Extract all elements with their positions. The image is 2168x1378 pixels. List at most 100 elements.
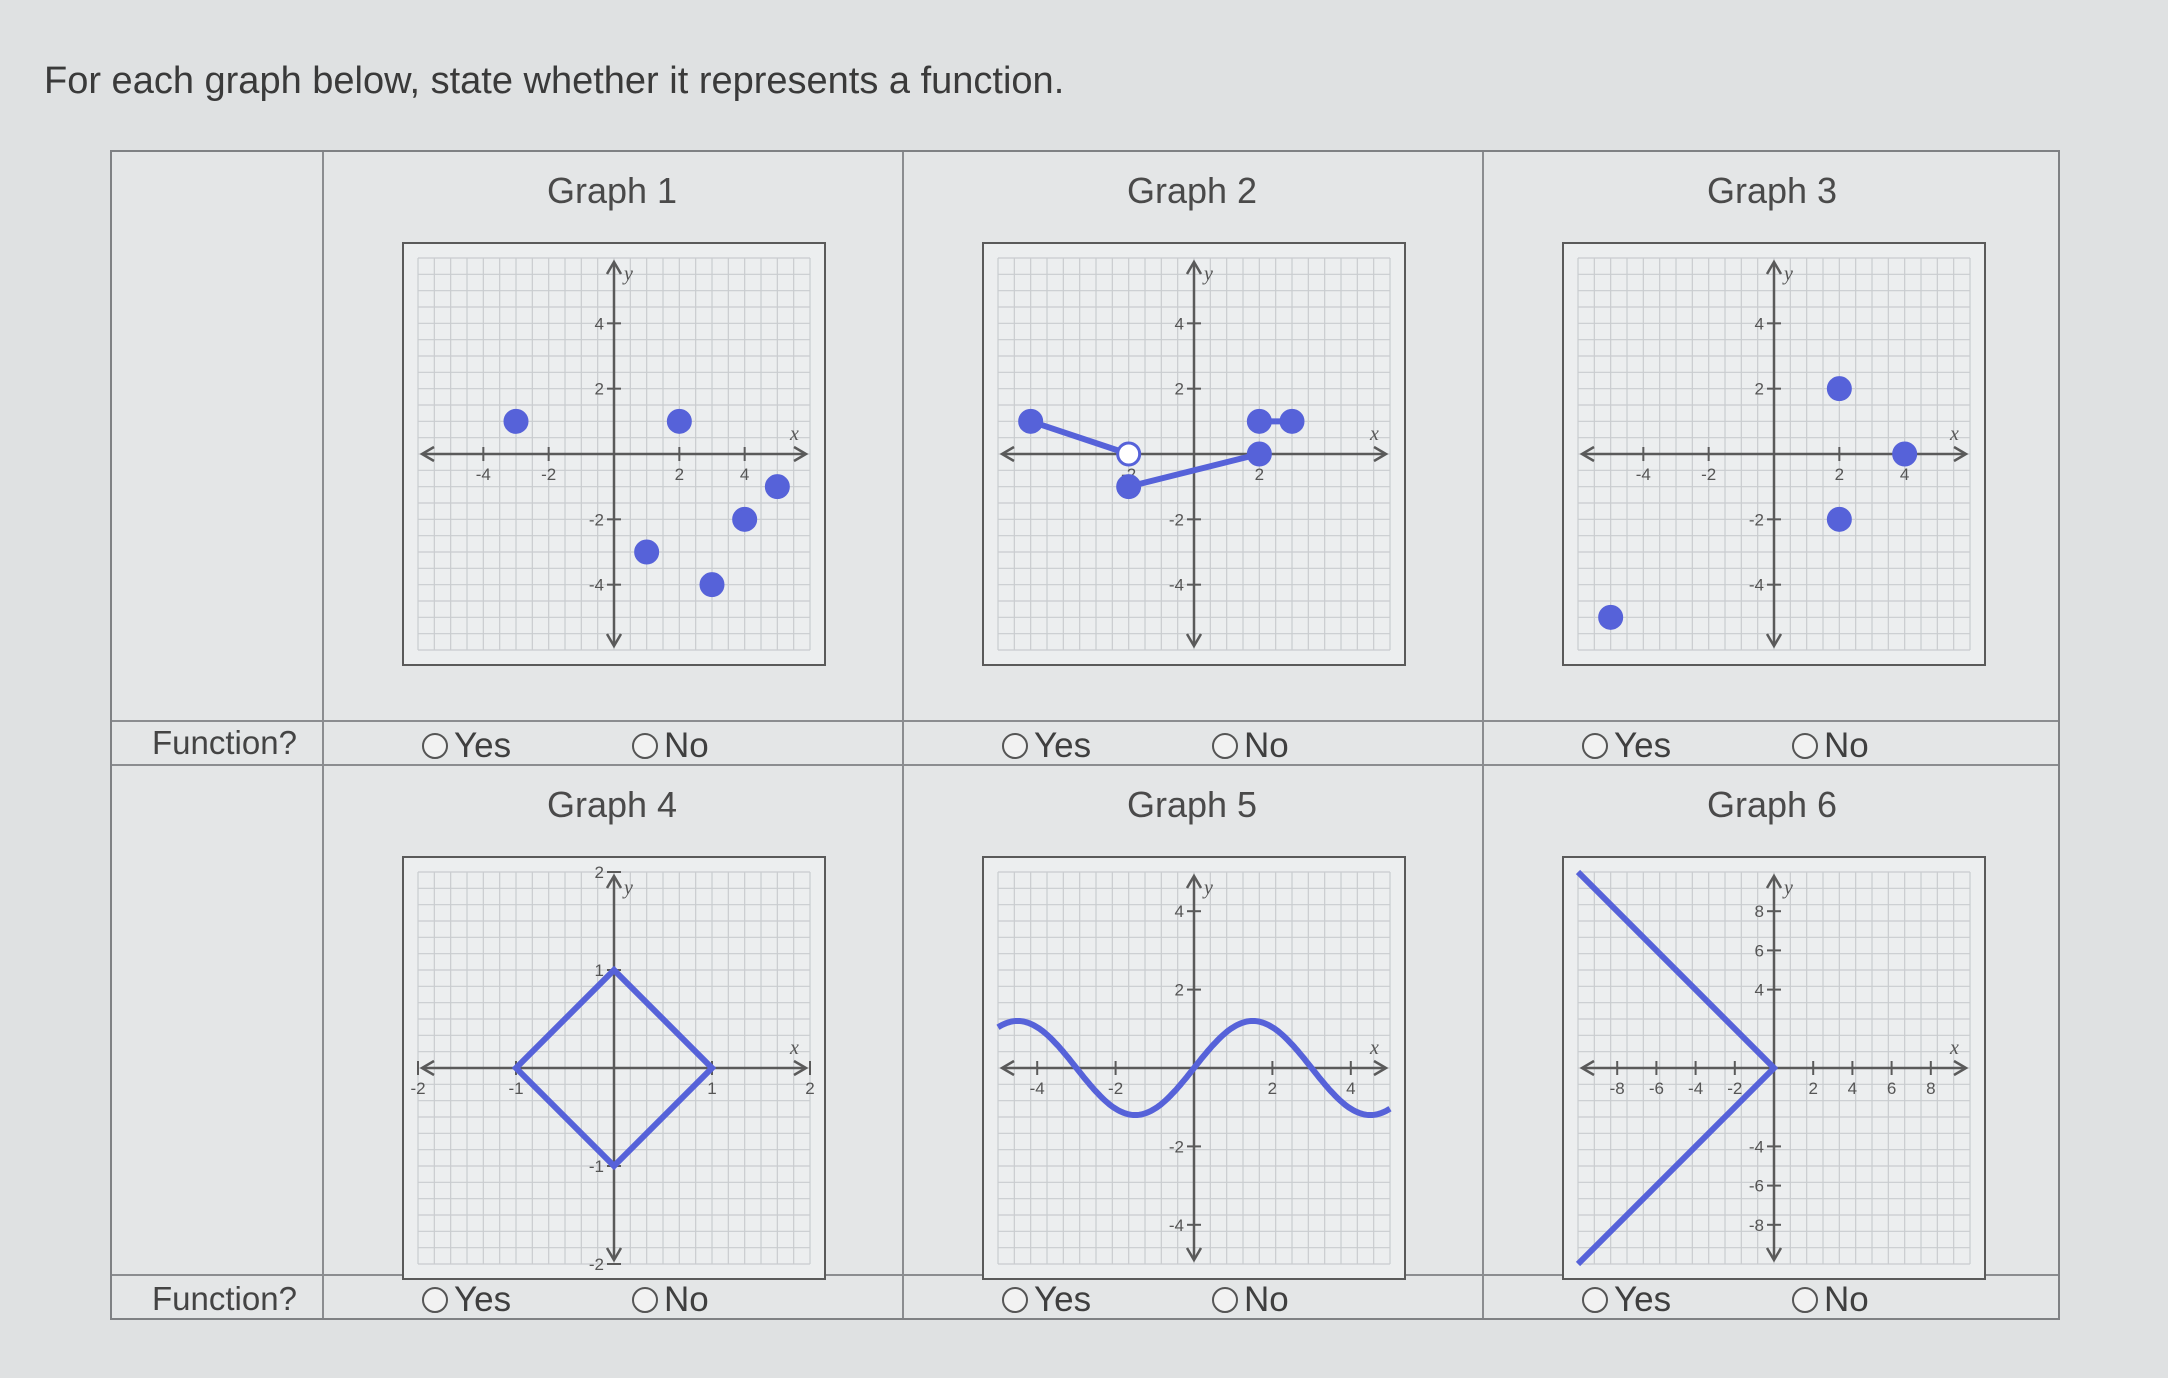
wave-curve [996, 1018, 1392, 1118]
data-point [1279, 408, 1305, 434]
choice-label: No [664, 1280, 709, 1319]
y-tick-label: -4 [1169, 576, 1184, 595]
choice-label: No [1244, 726, 1289, 765]
data-point [1598, 604, 1624, 630]
graph-6-no-option[interactable]: No [1792, 1280, 1869, 1320]
axis-arrow-icon [793, 1059, 809, 1077]
axis-arrow-icon [1953, 445, 1969, 463]
graph-5-svg: x y -4 -2 2 4 4 2 -2 -4 [996, 871, 1392, 1265]
radio-button-icon[interactable] [1212, 1287, 1238, 1313]
graph-2-svg: xy-2242-2-4 [997, 257, 1391, 651]
choice-label: Yes [454, 1280, 512, 1319]
y-axis-label: y [1202, 877, 1213, 899]
y-tick-label: -4 [1749, 1137, 1764, 1156]
axis-arrow-icon [419, 1059, 435, 1077]
graph-1-no-option[interactable]: No [632, 726, 709, 766]
choice-label: Yes [454, 726, 512, 765]
axis-arrow-icon [1765, 259, 1783, 275]
graph-2-title: Graph 2 [1126, 170, 1258, 211]
data-point [699, 572, 725, 598]
data-point [503, 408, 529, 434]
axis-arrow-icon [999, 445, 1015, 463]
x-tick-label: 4 [1346, 1079, 1355, 1098]
y-tick-label: -2 [589, 510, 604, 529]
graph-2-plot: xy-2242-2-4 [982, 242, 1406, 666]
axis-arrow-icon [1765, 633, 1783, 649]
data-point [1246, 441, 1272, 467]
y-tick-label: -2 [589, 1255, 604, 1274]
graph-6-title: Graph 6 [1706, 784, 1838, 825]
graph-segment [1127, 451, 1261, 490]
y-axis-label: y [1202, 263, 1213, 285]
radio-button-icon[interactable] [1002, 1287, 1028, 1313]
data-point [1246, 408, 1272, 434]
axis-arrow-icon [1185, 873, 1203, 889]
axis-arrow-icon [1953, 1059, 1969, 1077]
radio-button-icon[interactable] [632, 1287, 658, 1313]
choice-label: No [1824, 726, 1869, 765]
axis-arrow-icon [793, 445, 809, 463]
axis-arrow-icon [1765, 1247, 1783, 1263]
graph-2-no-option[interactable]: No [1212, 726, 1289, 766]
x-tick-label: 2 [1808, 1079, 1817, 1098]
graph-3-svg: x y -4 -2 2 4 4 2 -2 -4 [1577, 257, 1971, 651]
y-tick-label: -2 [1169, 1137, 1184, 1156]
radio-button-icon[interactable] [422, 1287, 448, 1313]
graph-5-no-option[interactable]: No [1212, 1280, 1289, 1320]
axis-arrow-icon [1185, 633, 1203, 649]
x-tick-label: -1 [508, 1079, 523, 1098]
radio-button-icon[interactable] [1792, 733, 1818, 759]
radio-button-icon[interactable] [1002, 733, 1028, 759]
y-axis-label: y [622, 263, 633, 285]
axis-arrow-icon [605, 1247, 623, 1263]
graph-3-yes-option[interactable]: Yes [1582, 726, 1671, 766]
x-tick-label: -2 [1108, 1079, 1123, 1098]
axis-arrow-icon [1373, 445, 1389, 463]
x-tick-label: 2 [805, 1079, 814, 1098]
x-tick-label: 6 [1887, 1079, 1896, 1098]
graph-3-no-option[interactable]: No [1792, 726, 1869, 766]
y-tick-label: -4 [1169, 1216, 1184, 1235]
graph-4-plot: x y -2 -1 1 2 2 1 -1 -2 [402, 856, 826, 1280]
choice-label: Yes [1614, 726, 1672, 765]
radio-button-icon[interactable] [1582, 1287, 1608, 1313]
x-tick-label: 4 [1900, 465, 1909, 484]
x-axis-label: x [1949, 423, 1959, 445]
x-tick-label: -4 [1030, 1079, 1045, 1098]
data-point [1116, 474, 1142, 500]
radio-button-icon[interactable] [1792, 1287, 1818, 1313]
graph-5-yes-option[interactable]: Yes [1002, 1280, 1091, 1320]
axis-arrow-icon [1579, 1059, 1595, 1077]
graph-6-yes-option[interactable]: Yes [1582, 1280, 1671, 1320]
radio-button-icon[interactable] [1212, 733, 1238, 759]
graph-1-yes-option[interactable]: Yes [422, 726, 511, 766]
graph-6-plot: x y -8 -6 -4 -2 2 4 6 8 8 6 4 -4 -6 -8 [1562, 856, 1986, 1280]
graph-2-yes-option[interactable]: Yes [1002, 726, 1091, 766]
graph-1-title: Graph 1 [546, 170, 678, 211]
radio-button-icon[interactable] [1582, 733, 1608, 759]
diamond-curve [511, 965, 717, 1171]
y-axis-label: y [1782, 263, 1793, 285]
x-tick-label: 2 [1268, 1079, 1277, 1098]
radio-button-icon[interactable] [632, 733, 658, 759]
y-tick-label: 4 [1175, 314, 1184, 333]
choice-label: Yes [1034, 1280, 1092, 1319]
x-tick-label: 2 [1255, 465, 1264, 484]
x-tick-label: -4 [476, 465, 491, 484]
choice-label: Yes [1034, 726, 1092, 765]
radio-button-icon[interactable] [422, 733, 448, 759]
y-axis-label: y [1782, 877, 1793, 899]
y-tick-label: -1 [589, 1157, 604, 1176]
x-tick-label: -6 [1649, 1079, 1664, 1098]
graph-3-title: Graph 3 [1706, 170, 1838, 211]
x-tick-label: -2 [1727, 1079, 1742, 1098]
y-axis-label: y [622, 877, 633, 899]
graph-4-yes-option[interactable]: Yes [422, 1280, 511, 1320]
y-tick-label: 4 [1175, 902, 1184, 921]
graph-4-title: Graph 4 [546, 784, 678, 825]
graph-4-no-option[interactable]: No [632, 1280, 709, 1320]
x-tick-label: 1 [707, 1079, 716, 1098]
y-tick-label: -2 [1169, 510, 1184, 529]
axis-arrow-icon [1765, 873, 1783, 889]
graph-segment [1029, 418, 1130, 457]
